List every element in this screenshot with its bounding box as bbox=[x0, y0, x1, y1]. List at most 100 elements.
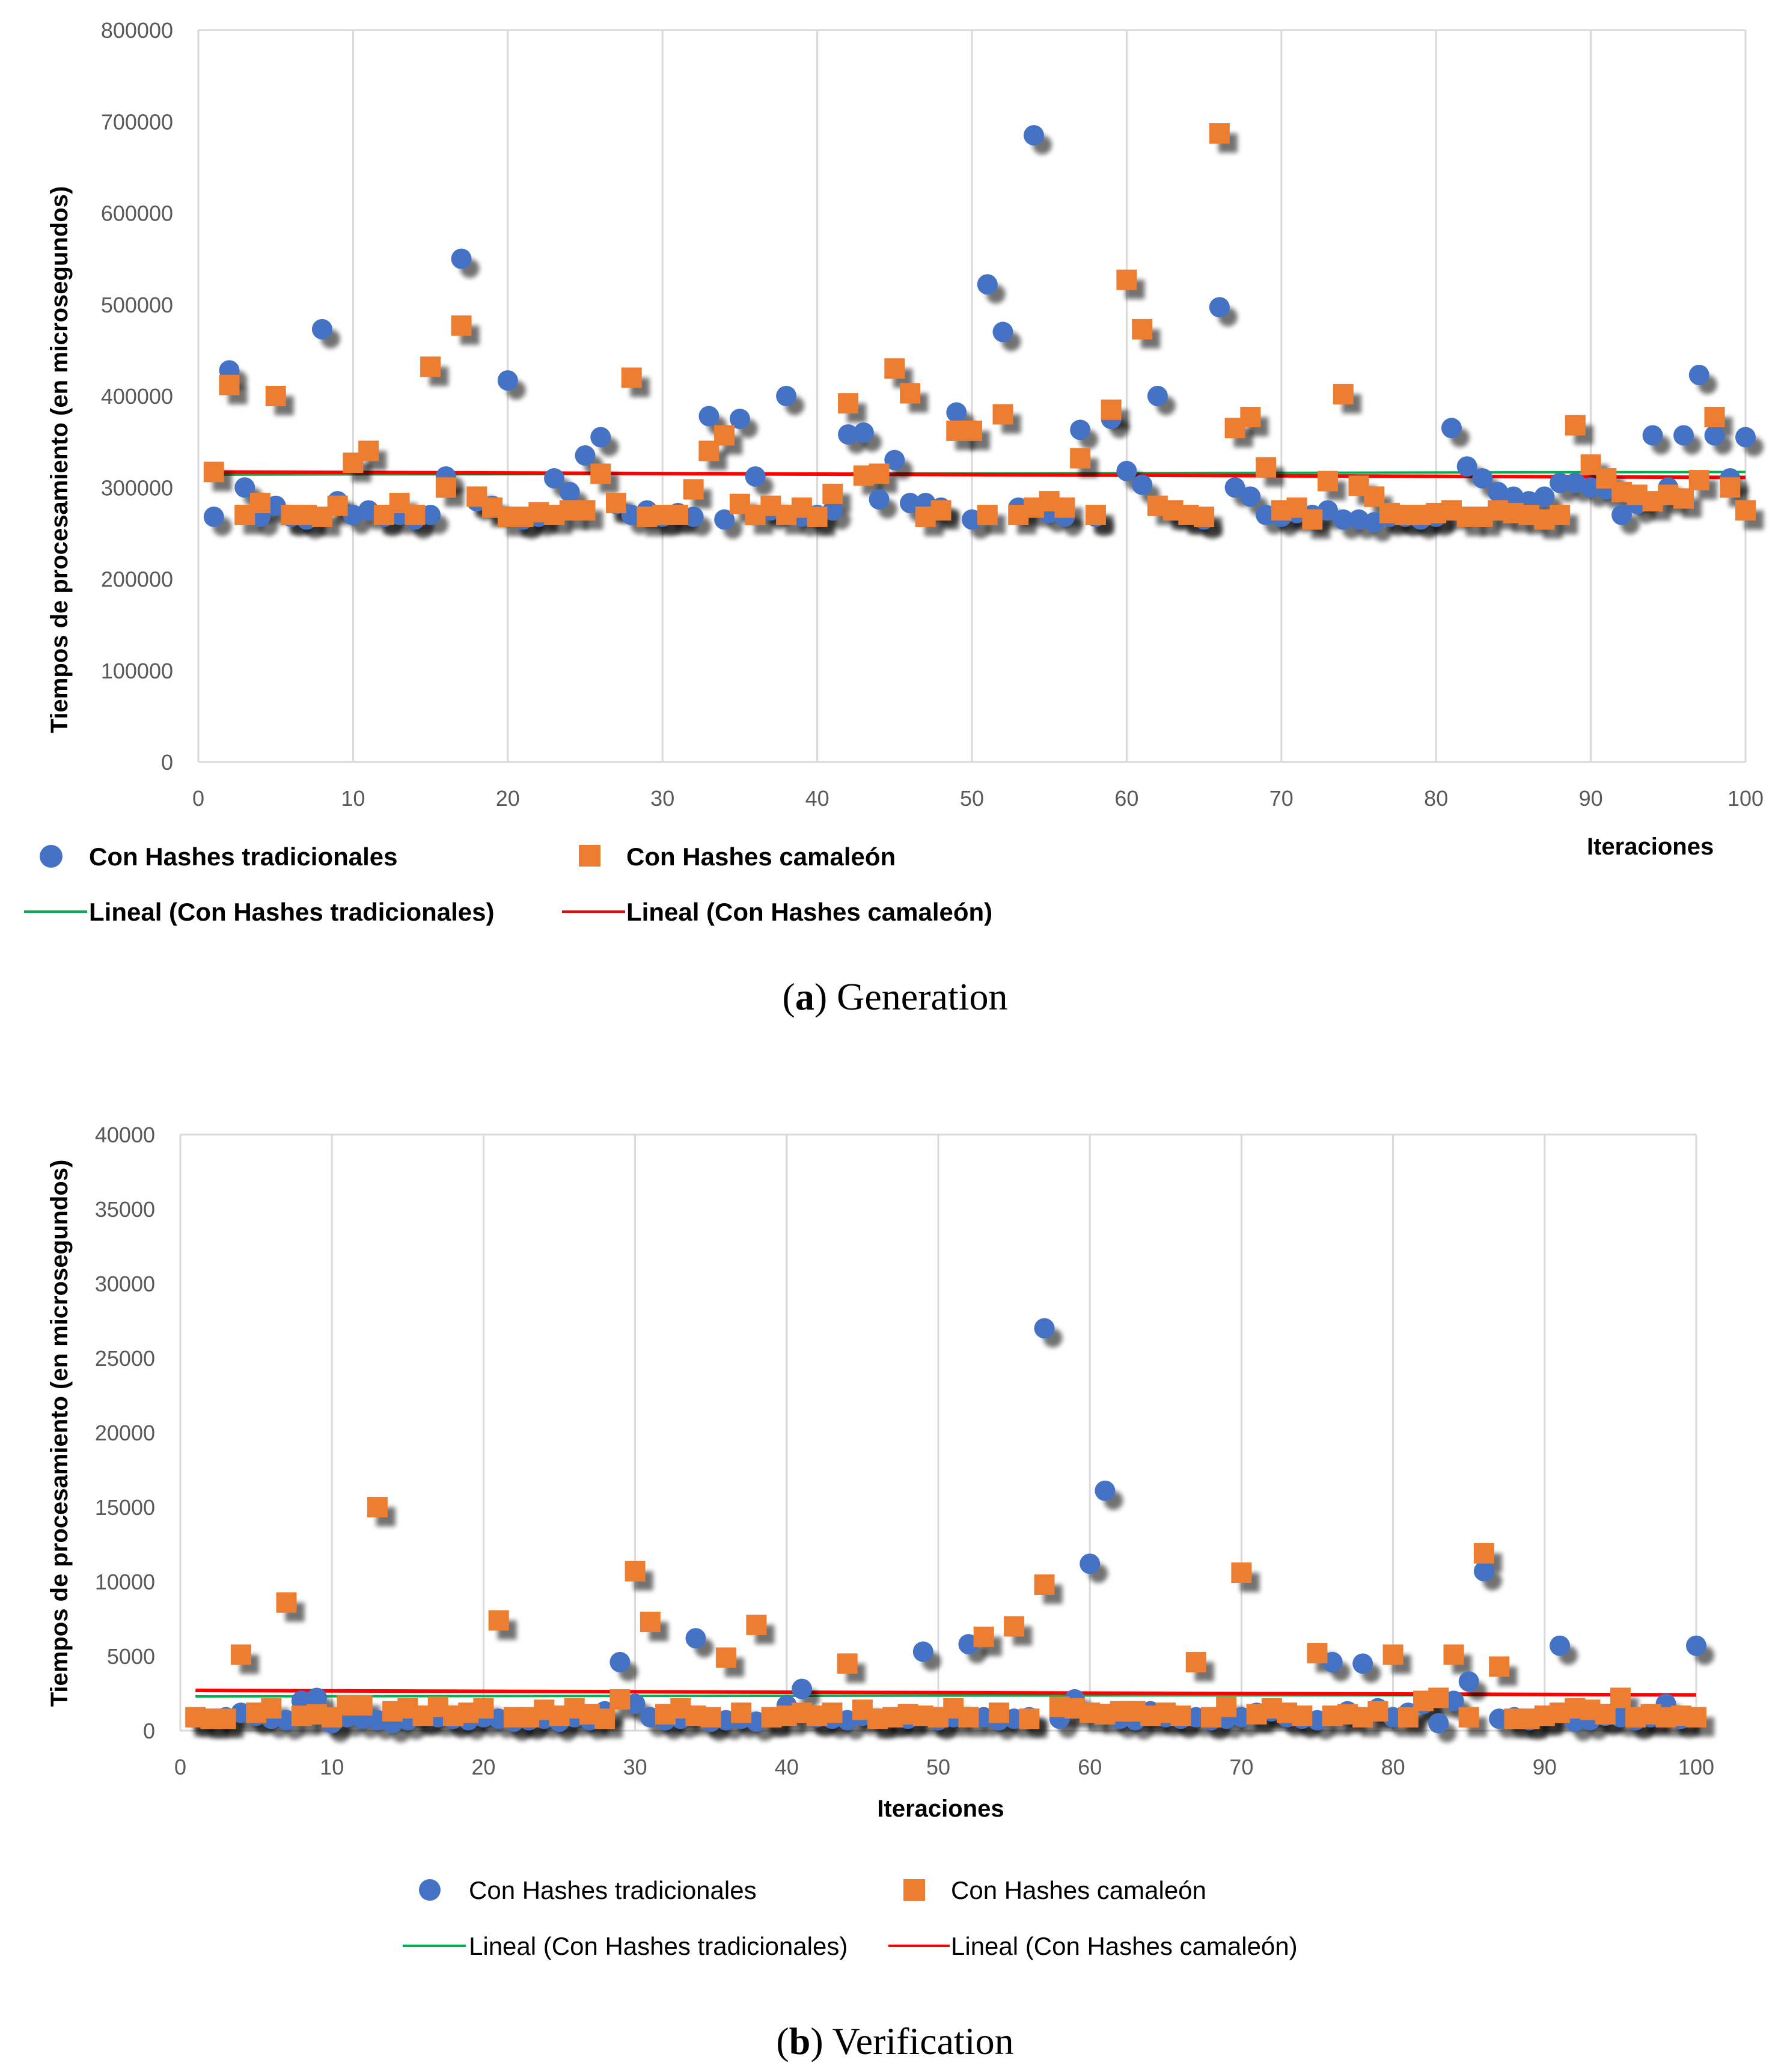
point-traditional bbox=[1735, 427, 1756, 448]
point-traditional bbox=[544, 468, 565, 489]
point-chameleon bbox=[700, 1707, 721, 1728]
point-traditional bbox=[1095, 1480, 1116, 1501]
point-traditional bbox=[992, 321, 1013, 343]
y-tick-label: 30000 bbox=[95, 1272, 155, 1296]
y-tick-label: 25000 bbox=[95, 1346, 155, 1371]
point-traditional bbox=[1688, 364, 1709, 385]
point-chameleon bbox=[1194, 506, 1215, 527]
point-traditional bbox=[621, 504, 642, 525]
caption-b-text: Verification bbox=[832, 2020, 1013, 2062]
point-traditional bbox=[1224, 477, 1245, 498]
point-traditional bbox=[1580, 477, 1601, 498]
x-tick-label: 20 bbox=[496, 786, 520, 811]
point-traditional bbox=[1503, 486, 1524, 507]
x-tick-label: 10 bbox=[320, 1755, 344, 1779]
point-traditional bbox=[1209, 297, 1230, 318]
point-traditional bbox=[977, 274, 998, 295]
x-tick-label: 30 bbox=[623, 1755, 647, 1779]
point-traditional bbox=[1565, 472, 1586, 493]
point-chameleon bbox=[988, 1702, 1009, 1723]
point-traditional bbox=[822, 500, 843, 521]
point-chameleon bbox=[1735, 500, 1756, 521]
point-chameleon bbox=[1070, 448, 1091, 469]
point-chameleon bbox=[609, 1689, 631, 1710]
point-traditional bbox=[203, 506, 224, 527]
point-traditional bbox=[1611, 504, 1633, 525]
legend-label-trend-chameleon: Lineal (Con Hashes camaleón) bbox=[951, 1932, 1298, 1960]
legend-label-trend-traditional: Lineal (Con Hashes tradicionales) bbox=[89, 898, 495, 926]
point-traditional bbox=[884, 449, 905, 471]
point-traditional bbox=[1080, 1553, 1101, 1574]
point-traditional bbox=[1318, 500, 1339, 521]
y-tick-label: 700000 bbox=[101, 109, 173, 134]
point-traditional bbox=[714, 509, 735, 530]
point-traditional bbox=[1428, 1713, 1449, 1734]
point-chameleon bbox=[1231, 1562, 1252, 1583]
x-tick-label: 50 bbox=[926, 1755, 950, 1779]
point-chameleon bbox=[1473, 1543, 1494, 1564]
point-chameleon bbox=[1565, 415, 1586, 436]
point-chameleon bbox=[1333, 383, 1354, 404]
y-axis-title: Tiempos de procesamiento (en microsegund… bbox=[46, 1160, 73, 1707]
point-chameleon bbox=[962, 420, 982, 441]
point-traditional bbox=[1704, 425, 1725, 446]
point-chameleon bbox=[807, 506, 828, 527]
point-chameleon bbox=[1382, 1644, 1404, 1665]
point-traditional bbox=[311, 318, 332, 340]
point-chameleon bbox=[1428, 1687, 1449, 1708]
y-tick-label: 0 bbox=[143, 1719, 155, 1743]
legend-marker-traditional bbox=[419, 1879, 441, 1901]
point-traditional bbox=[609, 1651, 631, 1672]
point-traditional bbox=[306, 1687, 327, 1708]
point-chameleon bbox=[640, 1611, 661, 1632]
point-traditional bbox=[1023, 125, 1044, 146]
point-chameleon bbox=[1673, 488, 1694, 509]
point-chameleon bbox=[714, 425, 735, 446]
point-chameleon bbox=[837, 1653, 858, 1674]
point-chameleon bbox=[594, 1708, 616, 1729]
y-tick-label: 20000 bbox=[95, 1421, 155, 1445]
x-tick-label: 80 bbox=[1424, 786, 1448, 811]
point-chameleon bbox=[1132, 318, 1153, 340]
point-traditional bbox=[1256, 504, 1277, 525]
point-chameleon bbox=[1116, 269, 1137, 290]
point-chameleon bbox=[405, 504, 426, 525]
point-chameleon bbox=[822, 483, 843, 504]
caption-b: (b) Verification bbox=[776, 2020, 1013, 2062]
point-traditional bbox=[1070, 419, 1091, 440]
point-traditional bbox=[792, 1678, 813, 1699]
point-traditional bbox=[1473, 1561, 1494, 1582]
point-traditional bbox=[946, 402, 967, 423]
point-chameleon bbox=[746, 1614, 767, 1635]
point-chameleon bbox=[590, 463, 611, 484]
point-traditional bbox=[420, 504, 441, 525]
x-tick-label: 70 bbox=[1229, 1755, 1253, 1779]
point-traditional bbox=[1116, 460, 1137, 481]
point-chameleon bbox=[1458, 1707, 1479, 1728]
point-chameleon bbox=[1240, 407, 1261, 428]
point-chameleon bbox=[1686, 1707, 1706, 1728]
y-tick-label: 400000 bbox=[101, 384, 173, 409]
y-tick-label: 15000 bbox=[95, 1495, 155, 1520]
chart-generation: 0100000200000300000400000500000600000700… bbox=[24, 18, 1764, 926]
point-traditional bbox=[559, 481, 580, 502]
legend-label-trend-traditional: Lineal (Con Hashes tradicionales) bbox=[469, 1932, 848, 1960]
point-chameleon bbox=[869, 463, 890, 484]
point-traditional bbox=[343, 504, 364, 525]
legend: Con Hashes tradicionales Con Hashes cama… bbox=[403, 1876, 1298, 1960]
x-tick-label: 100 bbox=[1727, 786, 1764, 811]
point-traditional bbox=[1348, 509, 1369, 530]
y-tick-label: 300000 bbox=[101, 475, 173, 500]
point-chameleon bbox=[992, 404, 1013, 425]
point-chameleon bbox=[1185, 1651, 1206, 1672]
point-traditional bbox=[1686, 1635, 1706, 1656]
legend-label-trend-chameleon: Lineal (Con Hashes camaleón) bbox=[626, 898, 992, 926]
point-chameleon bbox=[1034, 1574, 1055, 1595]
point-traditional bbox=[683, 506, 704, 527]
point-traditional bbox=[1458, 1671, 1479, 1692]
point-chameleon bbox=[1209, 123, 1230, 144]
legend-label-traditional: Con Hashes tradicionales bbox=[89, 843, 398, 871]
point-traditional bbox=[265, 495, 286, 516]
x-tick-label: 10 bbox=[341, 786, 365, 811]
